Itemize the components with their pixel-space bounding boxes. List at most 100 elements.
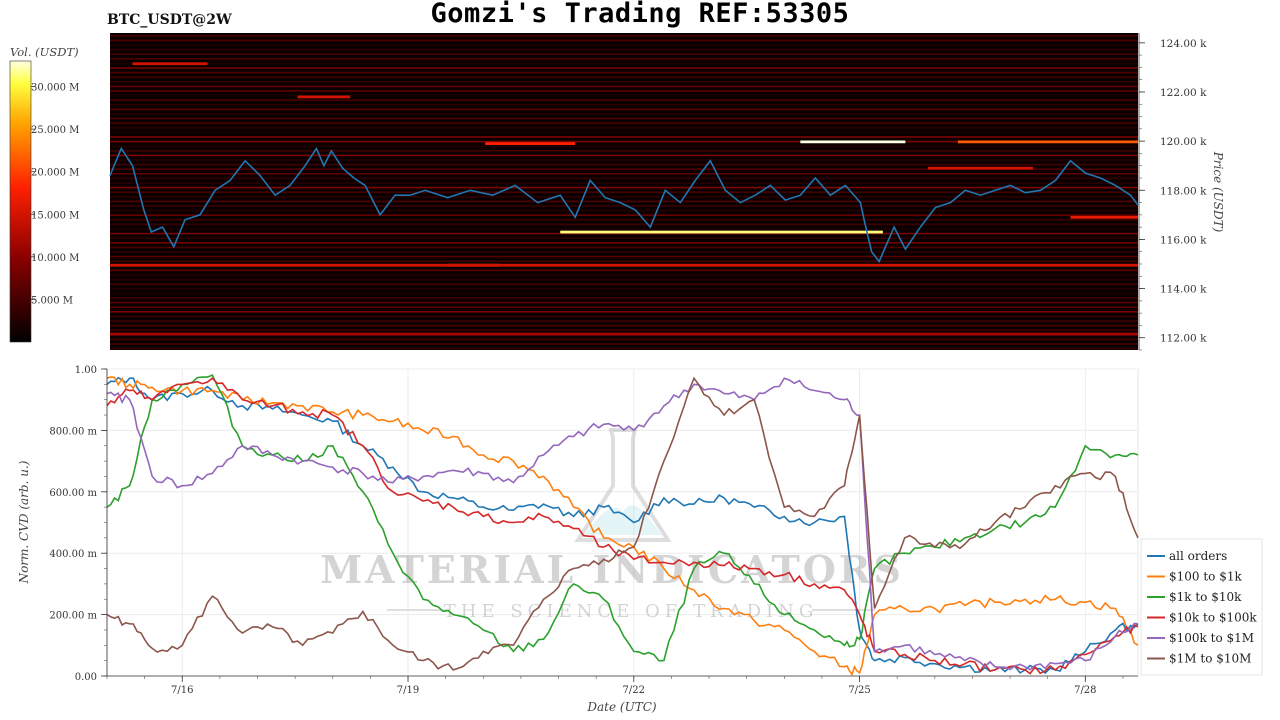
heatmap-row [110, 113, 1138, 115]
heatmap-row [110, 320, 1138, 322]
flask-icon [574, 428, 672, 542]
cvd-plot-area [106, 368, 1139, 677]
cvd-x-tick-label: 7/19 [397, 685, 419, 696]
heatmap-row [110, 223, 1138, 226]
cvd-y-tick-label: 1.00 [75, 365, 97, 376]
heatmap-row [110, 283, 1138, 285]
heatmap-row [110, 39, 1138, 42]
heatmap-row [110, 186, 1138, 189]
heatmap-row [110, 311, 1138, 313]
heatmap-y-axis-label: Price (USDT) [1211, 151, 1225, 233]
heatmap-row [110, 306, 1138, 308]
watermark-subtitle: THE SCIENCE OF TRADING [444, 601, 819, 622]
heatmap-row [110, 159, 1138, 161]
heatmap-row [110, 347, 1138, 350]
colorbar-label: Vol. (USDT) [10, 45, 79, 59]
legend-entry: $100 to $1k [1169, 570, 1242, 584]
cvd-y-tick-label: 400.00 m [49, 549, 97, 560]
heatmap-row [110, 122, 1138, 124]
legend-entry: all orders [1169, 549, 1227, 563]
liquidity-band [1070, 215, 1138, 219]
heatmap-row [110, 35, 1138, 37]
colorbar-tick-label: 15.000 M [31, 210, 79, 221]
heatmap-row [110, 99, 1138, 101]
heatmap-row [110, 168, 1138, 170]
cvd-x-tick-label: 7/22 [623, 685, 645, 696]
heatmap-row [110, 145, 1138, 147]
liquidity-band [110, 263, 1138, 267]
heatmap-row [110, 67, 1138, 69]
heatmap-row [110, 81, 1138, 83]
heatmap-row [110, 127, 1138, 129]
heatmap-row [110, 329, 1138, 331]
heatmap-row [110, 214, 1138, 216]
heatmap-row [110, 117, 1138, 120]
heatmap-row [110, 154, 1138, 157]
heatmap-row [110, 242, 1138, 244]
heatmap-y-tick-label: 118.00 k [1160, 185, 1207, 197]
page-title: Gomzi's Trading REF:53305 [430, 0, 850, 29]
heatmap-y-tick-label: 124.00 k [1160, 38, 1207, 50]
cvd-series-line [106, 377, 1139, 675]
heatmap-row [110, 228, 1138, 230]
colorbar-tick-label: 30.000 M [31, 83, 79, 94]
legend-box [1140, 538, 1263, 676]
cvd-series-line [106, 376, 1139, 675]
legend-entry: $100k to $1M [1169, 631, 1254, 645]
heatmap-row [110, 76, 1138, 78]
heatmap-y-tick-label: 122.00 k [1160, 87, 1207, 99]
heatmap-row [110, 237, 1138, 239]
heatmap-row [110, 140, 1138, 143]
heatmap-row [110, 85, 1138, 88]
heatmap-row [110, 71, 1138, 74]
heatmap-row [110, 163, 1138, 166]
heatmap-row [110, 104, 1138, 106]
heatmap-y-tick-label: 114.00 k [1160, 284, 1207, 296]
heatmap-row [110, 209, 1138, 212]
legend: all orders $100 to $1k $1k to $10k $10k to … [1140, 538, 1263, 676]
heatmap-row [110, 255, 1138, 258]
legend-entry: $10k to $100k [1169, 611, 1257, 625]
heatmap-row [110, 44, 1138, 46]
symbol-label: BTC_USDT@2W [107, 12, 232, 28]
cvd-y-tick-label: 0.00 [75, 672, 97, 683]
heatmap-y-tick-label: 120.00 k [1160, 136, 1207, 148]
heatmap-y-tick-label: 112.00 k [1160, 333, 1207, 345]
legend-entry: $1M to $10M [1169, 652, 1251, 666]
liquidity-band [132, 62, 208, 66]
heatmap-row [110, 278, 1138, 281]
liquidity-band [485, 142, 576, 145]
heatmap-row [110, 292, 1138, 295]
cvd-y-tick-label: 200.00 m [49, 611, 97, 622]
heatmap-row [110, 48, 1138, 51]
heatmap-row [110, 269, 1138, 272]
colorbar-tick-label: 5.000 M [31, 295, 73, 306]
colorbar-tick-label: 25.000 M [31, 125, 79, 136]
heatmap-row [110, 338, 1138, 341]
cvd-x-tick-label: 7/16 [171, 685, 193, 696]
heatmap-row [110, 200, 1138, 203]
heatmap-row [110, 232, 1138, 235]
heatmap-row [110, 108, 1138, 111]
colorbar-gradient [9, 60, 32, 343]
heatmap-row [110, 90, 1138, 92]
heatmap-row [110, 136, 1138, 138]
heatmap-row [110, 94, 1138, 97]
heatmap-row [110, 182, 1138, 184]
heatmap-row [110, 343, 1138, 345]
heatmap-row [110, 288, 1138, 290]
cvd-series-line [106, 377, 1139, 671]
heatmap-row [110, 260, 1138, 262]
cvd-y-tick-label: 600.00 m [49, 488, 97, 499]
cvd-x-tick-label: 7/28 [1074, 685, 1096, 696]
heatmap-row [110, 274, 1138, 276]
heatmap-row [110, 62, 1138, 65]
heatmap-row [110, 205, 1138, 207]
heatmap-row [110, 251, 1138, 253]
liquidity-band [800, 140, 906, 144]
liquidity-band [927, 166, 1033, 170]
colorbar-tick-label: 10.000 M [31, 253, 79, 264]
heatmap-chart: 124.00 k 122.00 k 120.00 k 118.00 k 116.00 k… [109, 33, 1225, 351]
colorbar-tick-label: 20.000 M [31, 168, 79, 179]
